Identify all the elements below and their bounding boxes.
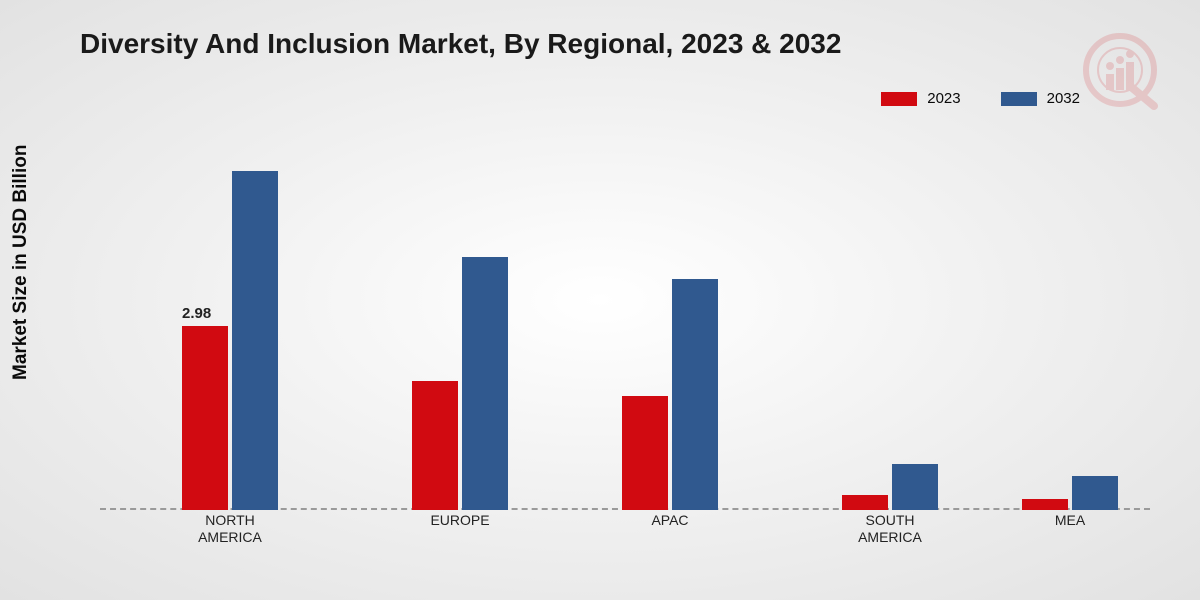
bar-group: [1022, 476, 1118, 510]
bar-2023: [1022, 499, 1068, 510]
bar-2032: [892, 464, 938, 510]
x-tick-label: MEA: [1000, 512, 1140, 529]
brand-logo: [1080, 30, 1160, 115]
plot-area: 2.98: [100, 140, 1150, 510]
legend-swatch-2023: [881, 92, 917, 106]
legend: 2023 2032: [881, 90, 1080, 107]
bar-2032: [232, 171, 278, 510]
bar-2032: [672, 279, 718, 510]
bar-value-label: 2.98: [182, 305, 211, 322]
x-axis-labels: NORTHAMERICA EUROPE APAC SOUTHAMERICA MEA: [100, 512, 1150, 562]
bar-2032: [462, 257, 508, 510]
x-tick-label: NORTHAMERICA: [160, 512, 300, 546]
x-tick-label: EUROPE: [390, 512, 530, 529]
bar-group: [842, 464, 938, 510]
legend-label-2032: 2032: [1047, 90, 1080, 107]
y-axis-label: Market Size in USD Billion: [10, 145, 32, 380]
bar-2032: [1072, 476, 1118, 510]
bar-group: [412, 257, 508, 510]
legend-item-2023: 2023: [881, 90, 960, 107]
bar-2023: [182, 326, 228, 510]
legend-swatch-2032: [1001, 92, 1037, 106]
x-tick-label: SOUTHAMERICA: [820, 512, 960, 546]
bar-2023: [842, 495, 888, 510]
legend-item-2032: 2032: [1001, 90, 1080, 107]
chart-title: Diversity And Inclusion Market, By Regio…: [80, 28, 841, 60]
bar-group: 2.98: [182, 171, 278, 510]
bar-2023: [412, 381, 458, 511]
bar-group: [622, 279, 718, 510]
bar-2023: [622, 396, 668, 510]
legend-label-2023: 2023: [927, 90, 960, 107]
x-tick-label: APAC: [600, 512, 740, 529]
